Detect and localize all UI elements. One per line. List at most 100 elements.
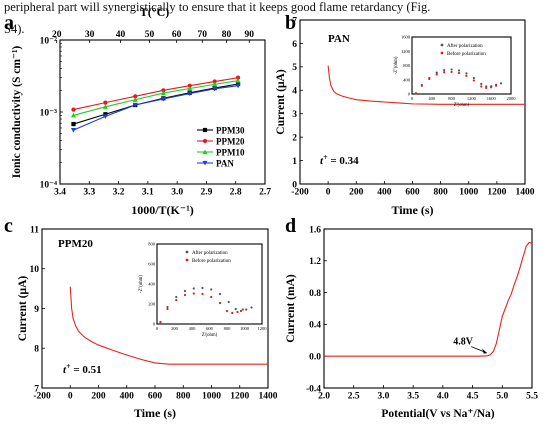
panel-a-letter: a <box>4 12 14 34</box>
panel-a-y-tick-label: 10⁻³ <box>40 108 58 118</box>
panel-c-x-tick-label: 1200 <box>230 392 249 402</box>
panel-b-y-tick-label: 4 <box>292 87 297 97</box>
panel-b-inset-point <box>472 76 475 80</box>
panel-a-point-pan <box>187 91 193 97</box>
panel-b-inset-y-tick-label: 1600 <box>401 35 411 40</box>
panel-a-point-ppm10 <box>132 97 138 102</box>
panel-d-y-tick-label: 0.0 <box>309 353 321 363</box>
panel-b-inset-y-label: -Z''(ohm) <box>394 56 399 74</box>
panel-b-inset-legend-marker <box>440 43 444 47</box>
panel-b-inset-x-tick-label: 1600 <box>487 96 497 101</box>
panel-a-top-tick-label: 20 <box>52 30 62 40</box>
panel-b-inset-y-tick-label: 400 <box>403 77 411 82</box>
panel-c-x-tick-label: 1400 <box>259 392 278 402</box>
panel-c-inset-x-tick-label: 400 <box>189 326 197 331</box>
panel-b-inset-point <box>465 74 468 77</box>
panel-b-current-line <box>327 65 525 105</box>
panel-b-x-tick-label: 200 <box>349 188 364 198</box>
panel-c-inset-point <box>239 309 243 313</box>
panel-b-x-tick-label: 1000 <box>459 188 478 198</box>
panel-c-inset-point <box>218 301 222 305</box>
panel-b-x-tick-label: 800 <box>434 188 449 198</box>
panel-a-x-tick-label: 3.3 <box>83 188 95 198</box>
panel-a-legend-marker <box>202 160 208 166</box>
panel-a-point-pan <box>102 114 108 119</box>
panel-c-inset-point <box>192 292 195 295</box>
panel-b-x-tick-label: 1400 <box>516 188 535 198</box>
panel-b-inset-legend-label: After polarization <box>447 44 483 49</box>
panel-d-y-tick-label: 0.8 <box>309 289 321 299</box>
panel-a-top-tick-label: 60 <box>172 30 182 40</box>
panel-c-inset-point <box>234 307 237 311</box>
panel-b-x-tick-label: -200 <box>291 188 309 198</box>
panel-a-x-tick-label: 3.4 <box>54 188 66 198</box>
panel-b-inset-point <box>457 71 461 75</box>
panel-a-top-tick-label: 40 <box>116 30 126 40</box>
panel-a-frame <box>59 39 266 185</box>
panel-a-legend-label: PAN <box>216 159 234 169</box>
panel-b-inset-frame <box>411 36 512 95</box>
panel-c-y-tick-label: 10 <box>30 265 40 275</box>
panel-a-point-ppm20 <box>133 94 138 99</box>
panel-a-point-ppm20 <box>187 83 192 88</box>
panel-c-inset-point <box>218 292 222 296</box>
panel-b-y-tick-label: 1 <box>292 157 297 167</box>
panel-d-y-tick-label: 0.4 <box>309 321 321 331</box>
panel-a-top-tick-label: 50 <box>145 30 155 40</box>
panel-b-transference-annotation: t+ = 0.34 <box>320 153 359 167</box>
panel-b-inset-legend-label: Before polarization <box>447 52 486 57</box>
panel-a-legend-label: PPM30 <box>216 126 245 136</box>
panel-b-inset-x-tick-label: 0 <box>411 96 414 101</box>
plots-group: a3.4 3.3 3.2 3.1 3.0 2.9 2.8 2.710⁻⁴10⁻³10⁻²20 3… <box>4 5 538 420</box>
panel-b-inset-point <box>428 77 431 81</box>
panel-b-inset-point <box>420 84 423 87</box>
panel-b-inset-point <box>490 86 493 89</box>
panel-a-point-pan <box>212 86 218 92</box>
panel-a-y-tick-label: 10⁻⁴ <box>40 180 58 190</box>
panel-c-inset-point <box>159 320 162 324</box>
panel-c-inset-frame <box>156 243 263 325</box>
panel-d-y-tick-label: -0.4 <box>306 384 321 394</box>
panel-c-inset-x-label: Z'(ohm) <box>202 333 218 338</box>
panel-c-inset-x-tick-label: 200 <box>171 326 179 331</box>
panel-c-inset-point <box>201 292 204 296</box>
panel-a-point-ppm20 <box>71 107 76 112</box>
panel-d-x-tick-label: 4.5 <box>467 392 479 402</box>
panel-a-x-tick-label: 2.9 <box>200 188 212 198</box>
header-line-2: S4). <box>4 22 25 36</box>
panel-b-inset-point <box>472 79 475 82</box>
panel-b-inset-point <box>480 85 483 88</box>
panel-b-x-tick-label: 1200 <box>487 188 506 198</box>
panel-c-letter: c <box>4 215 13 237</box>
panel-c-x-tick-label: 1000 <box>202 392 221 402</box>
panel-a-point-ppm10 <box>187 85 193 91</box>
panel-a-x-tick-label: 3.0 <box>171 188 183 198</box>
panel-a-point-pan <box>70 128 76 133</box>
panel-c-x-tick-label: 200 <box>91 392 106 402</box>
panel-c-inset-point <box>225 309 229 313</box>
panel-c-y-tick-label: 8 <box>34 345 39 355</box>
panel-d-current-line <box>324 241 533 357</box>
panel-c-inset-x-tick-label: 1000 <box>240 326 250 331</box>
panel-d-x-tick-label: 5.5 <box>526 392 538 402</box>
panel-d-y-axis-label: Current (mA) <box>285 274 297 343</box>
panel-a-point-ppm20 <box>103 100 108 105</box>
panel-d-y-tick-label: 1.6 <box>309 225 321 235</box>
panel-c-x-tick-label: 600 <box>148 392 163 402</box>
panel-b-y-tick-label: 7 <box>292 16 297 26</box>
panel-d-x-tick-label: 3.5 <box>407 392 419 402</box>
panel-b-y-tick-label: 0 <box>292 180 297 190</box>
panel-b-inset-x-tick-label: 400 <box>428 96 436 101</box>
panel-c-x-axis-label: Time (s) <box>134 406 176 420</box>
panel-c-inset-point <box>250 306 253 309</box>
panel-a-point-ppm10 <box>70 112 76 118</box>
panel-c-inset-y-tick-label: 600 <box>148 262 156 267</box>
panel-c-inset-legend-label: Before polarization <box>192 259 231 264</box>
panel-c-x-tick-label: 0 <box>68 392 73 402</box>
panel-b-inset-point <box>450 70 453 74</box>
panel-a-y-axis-label: Ionic conductivity (S cm⁻¹) <box>11 46 23 179</box>
panel-c-inset-y-tick-label: 400 <box>148 282 156 287</box>
panel-c-inset-y-label: -Z''(ohm) <box>139 275 144 293</box>
panel-d-onset-label: 4.8V <box>453 337 474 348</box>
